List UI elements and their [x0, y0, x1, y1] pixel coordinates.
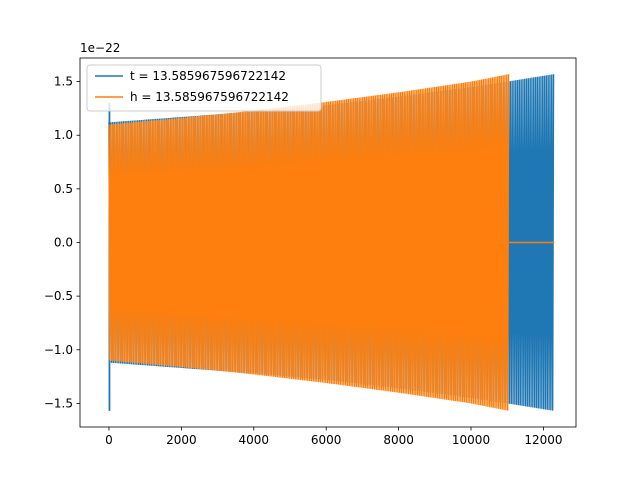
x-axis: 0 2000 4000 6000 8000 10000 12000: [105, 427, 563, 447]
x-tick-label: 0: [105, 433, 113, 447]
y-offset-label: 1e−22: [80, 41, 120, 55]
x-tick-label: 6000: [311, 433, 342, 447]
x-tick-label: 4000: [239, 433, 270, 447]
legend-label-t: t = 13.585967596722142: [130, 69, 286, 83]
x-tick-label: 2000: [166, 433, 197, 447]
series-layer: [108, 74, 555, 411]
legend-box: [86, 64, 322, 112]
legend-label-h: h = 13.585967596722142: [130, 90, 289, 104]
y-tick-label: 1.5: [54, 75, 73, 89]
x-tick-label: 8000: [383, 433, 414, 447]
y-tick-label: 0.5: [54, 182, 73, 196]
y-axis: −1.5 −1.0 −0.5 0.0 0.5 1.0 1.5: [44, 75, 80, 410]
legend: t = 13.585967596722142 h = 13.5859675967…: [86, 64, 322, 112]
x-tick-label: 10000: [452, 433, 490, 447]
y-tick-label: 1.0: [54, 128, 73, 142]
series-h: [108, 74, 555, 411]
x-tick-label: 12000: [524, 433, 562, 447]
y-tick-label: −1.0: [44, 343, 73, 357]
y-tick-label: −1.5: [44, 396, 73, 410]
y-tick-label: −0.5: [44, 289, 73, 303]
y-tick-label: 0.0: [54, 236, 73, 250]
